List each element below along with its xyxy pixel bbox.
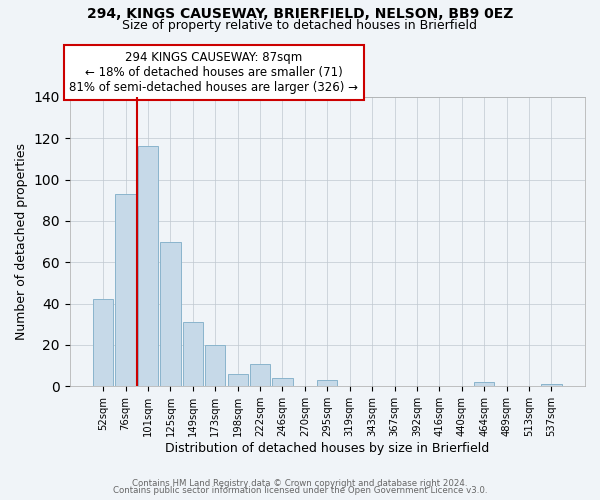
Text: Size of property relative to detached houses in Brierfield: Size of property relative to detached ho… — [122, 18, 478, 32]
Text: 294 KINGS CAUSEWAY: 87sqm
← 18% of detached houses are smaller (71)
81% of semi-: 294 KINGS CAUSEWAY: 87sqm ← 18% of detac… — [70, 51, 358, 94]
Bar — [138, 146, 158, 386]
X-axis label: Distribution of detached houses by size in Brierfield: Distribution of detached houses by size … — [165, 442, 490, 455]
Bar — [93, 300, 113, 386]
Bar — [227, 374, 248, 386]
Bar — [250, 364, 270, 386]
Bar — [474, 382, 494, 386]
Bar — [115, 194, 136, 386]
Bar — [160, 242, 181, 386]
Y-axis label: Number of detached properties: Number of detached properties — [15, 143, 28, 340]
Bar — [183, 322, 203, 386]
Bar — [272, 378, 293, 386]
Bar — [205, 345, 226, 387]
Text: Contains public sector information licensed under the Open Government Licence v3: Contains public sector information licen… — [113, 486, 487, 495]
Text: 294, KINGS CAUSEWAY, BRIERFIELD, NELSON, BB9 0EZ: 294, KINGS CAUSEWAY, BRIERFIELD, NELSON,… — [87, 8, 513, 22]
Text: Contains HM Land Registry data © Crown copyright and database right 2024.: Contains HM Land Registry data © Crown c… — [132, 478, 468, 488]
Bar — [541, 384, 562, 386]
Bar — [317, 380, 337, 386]
